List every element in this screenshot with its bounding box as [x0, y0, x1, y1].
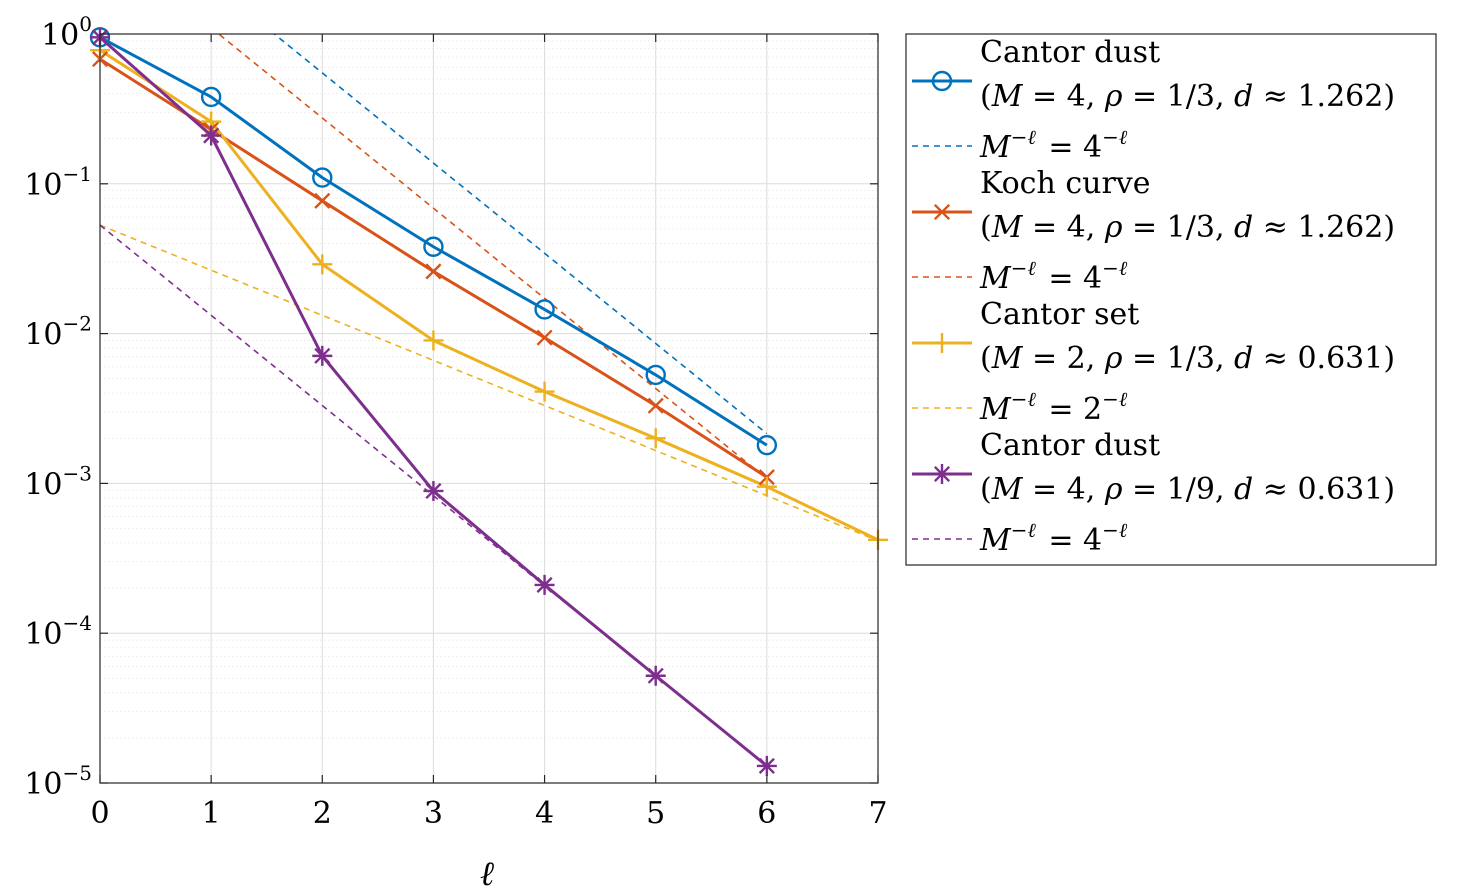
data-point-plus [534, 381, 555, 402]
y-tick-label: 10−5 [24, 761, 92, 802]
series-line-1 [100, 36, 768, 447]
x-tick-label: 4 [535, 796, 554, 831]
y-tick-label: 10−2 [24, 312, 92, 353]
data-point-plus [312, 254, 333, 275]
data-point-circle [423, 236, 444, 257]
data-point-circle [756, 434, 778, 456]
x-tick-labels: 0 1 2 3 4 5 6 7 [90, 796, 887, 831]
y-tick-labels: 100 10−1 10−2 10−3 10−4 10−5 [24, 12, 92, 802]
legend-series-params: (M = 4, ρ = 1/9, d ≈ 0.631) [980, 472, 1395, 507]
data-point-plus [756, 476, 777, 497]
data-point-plus [645, 428, 666, 449]
plot-frame [99, 33, 879, 784]
data-point-circle [931, 70, 953, 92]
legend-entry-1: Cantor dust (M = 4, ρ = 1/3, d ≈ 1.262) M−… [912, 35, 1395, 165]
legend: Cantor dust (M = 4, ρ = 1/3, d ≈ 1.262) M−… [905, 33, 1437, 566]
data-point-x [314, 192, 331, 209]
legend-series-name: Cantor dust [980, 428, 1160, 463]
y-tick-label: 10−4 [24, 611, 92, 652]
data-point-circle [312, 167, 333, 188]
legend-ref-label: M−ℓ = 2−ℓ [979, 387, 1130, 427]
x-tick-label: 3 [424, 796, 443, 831]
data-point-star [201, 125, 222, 146]
data-point-x [536, 329, 553, 346]
x-tick-label: 0 [90, 796, 109, 831]
x-tick-label: 5 [646, 796, 665, 831]
reference-line-3 [100, 224, 878, 542]
legend-entry-2: Koch curve (M = 4, ρ = 1/3, d ≈ 1.262) M−ℓ… [912, 166, 1395, 296]
data-point-star [312, 345, 333, 366]
data-point-star [645, 665, 666, 686]
legend-ref-label: M−ℓ = 4−ℓ [979, 125, 1130, 165]
data-point-star [932, 464, 952, 484]
data-point-star [756, 755, 777, 776]
legend-series-name: Koch curve [980, 166, 1151, 201]
legend-ref-label: M−ℓ = 4−ℓ [979, 518, 1130, 558]
axis-ticks [99, 33, 879, 784]
legend-series-params: (M = 2, ρ = 1/3, d ≈ 0.631) [980, 341, 1395, 376]
data-point-circle [645, 364, 666, 386]
series-line-3 [100, 48, 878, 542]
legend-ref-label: M−ℓ = 4−ℓ [979, 256, 1130, 296]
major-grid [100, 34, 878, 783]
x-axis-title: ℓ [480, 854, 494, 894]
reference-line-2 [217, 34, 768, 480]
data-point-x [933, 203, 951, 221]
data-point-x [647, 397, 664, 414]
legend-entry-3: Cantor set (M = 2, ρ = 1/3, d ≈ 0.631) M−ℓ… [912, 297, 1395, 427]
data-point-star [534, 574, 555, 595]
legend-series-params: (M = 4, ρ = 1/3, d ≈ 1.262) [980, 210, 1395, 245]
x-tick-label: 2 [313, 796, 332, 831]
legend-box [905, 33, 1437, 566]
x-tick-label: 7 [868, 796, 887, 831]
y-tick-label: 10−3 [24, 461, 92, 502]
data-point-plus [423, 330, 444, 351]
data-point-star [423, 480, 444, 501]
legend-series-params: (M = 4, ρ = 1/3, d ≈ 1.262) [980, 79, 1395, 114]
reference-line-1 [273, 34, 768, 435]
legend-series-name: Cantor set [980, 297, 1139, 332]
x-tick-label: 6 [757, 796, 776, 831]
data-point-x [425, 263, 442, 280]
legend-entry-4: Cantor dust (M = 4, ρ = 1/9, d ≈ 0.631) M−… [912, 428, 1395, 558]
plot-background [100, 34, 878, 783]
data-point-circle [200, 86, 222, 108]
legend-series-name: Cantor dust [980, 35, 1160, 70]
y-tick-label: 100 [41, 12, 92, 53]
series-markers-4 [90, 27, 777, 776]
data-point-circle [534, 299, 555, 320]
minor-grid [100, 40, 878, 739]
x-tick-label: 1 [202, 796, 221, 831]
data-point-plus [932, 333, 952, 353]
y-tick-label: 10−1 [24, 162, 92, 203]
